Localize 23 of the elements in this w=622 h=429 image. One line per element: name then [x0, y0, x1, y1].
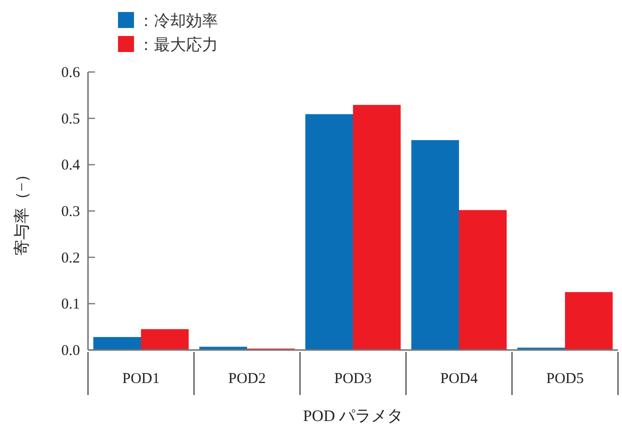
y-tick-label: 0.1 [61, 296, 80, 313]
x-tick-label: POD4 [440, 371, 478, 387]
legend-label: ：最大応力 [138, 36, 218, 54]
bar [305, 114, 353, 350]
y-tick-label: 0.5 [61, 111, 80, 128]
bar [141, 329, 189, 350]
y-tick-label: 0.2 [61, 250, 80, 266]
y-tick-label: 0.3 [61, 204, 80, 220]
x-tick-label: POD2 [228, 371, 266, 387]
y-tick-label: 0.4 [61, 158, 80, 174]
bar [93, 337, 141, 350]
y-axis-title: 寄与率（−） [13, 166, 31, 256]
bar [565, 292, 613, 350]
x-tick-label: POD3 [334, 371, 372, 387]
x-tick-label: POD1 [122, 371, 160, 387]
x-axis-title: POD パラメタ [302, 408, 404, 425]
bar [459, 210, 507, 350]
y-tick-label: 0.0 [61, 343, 80, 359]
bar [353, 104, 401, 350]
x-tick-label: POD5 [546, 371, 584, 387]
y-tick-label: 0.6 [61, 65, 80, 81]
bar [411, 140, 459, 350]
legend-label: ：冷却効率 [138, 12, 218, 30]
